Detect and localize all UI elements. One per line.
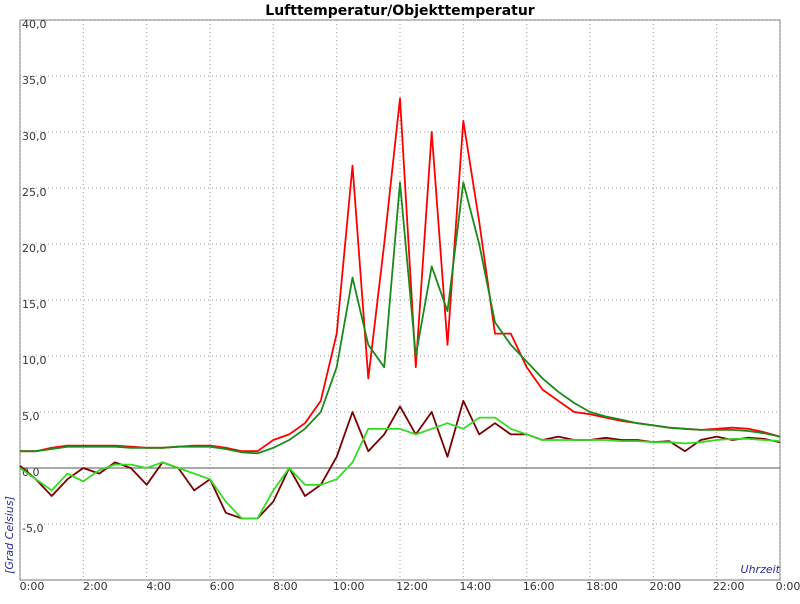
y-tick-label: -5,0 [22, 522, 43, 535]
x-tick-label: 0:00 [776, 580, 800, 593]
x-tick-label: 18:00 [586, 580, 618, 593]
chart-title: Lufttemperatur/Objekttemperatur [265, 3, 535, 19]
y-tick-label: 25,0 [22, 186, 47, 199]
series-line [20, 181, 781, 455]
x-axis-label: Uhrzeit [741, 563, 781, 576]
series-line [19, 416, 781, 520]
y-tick-label: 15,0 [22, 298, 47, 311]
y-tick-label: 10,0 [22, 354, 47, 367]
x-tick-label: 4:00 [146, 580, 171, 593]
x-tick-label: 12:00 [396, 580, 428, 593]
y-tick-label: 35,0 [22, 74, 47, 87]
x-tick-label: 16:00 [523, 580, 555, 593]
y-tick-label: 0,0 [22, 466, 40, 479]
x-tick-label: 20:00 [649, 580, 681, 593]
x-tick-label: 6:00 [210, 580, 235, 593]
x-tick-label: 2:00 [83, 580, 108, 593]
y-tick-label: 5,0 [22, 410, 40, 423]
x-tick-label: 10:00 [333, 580, 365, 593]
y-tick-label: 30,0 [22, 130, 47, 143]
x-tick-label: 0:00 [20, 580, 45, 593]
y-tick-label: 40,0 [22, 18, 47, 31]
series-line [20, 97, 781, 453]
y-axis-label: [Grad Celsius] [3, 496, 16, 574]
x-tick-label: 22:00 [713, 580, 745, 593]
x-tick-label: 14:00 [459, 580, 491, 593]
x-tick-label: 8:00 [273, 580, 298, 593]
y-tick-label: 20,0 [22, 242, 47, 255]
